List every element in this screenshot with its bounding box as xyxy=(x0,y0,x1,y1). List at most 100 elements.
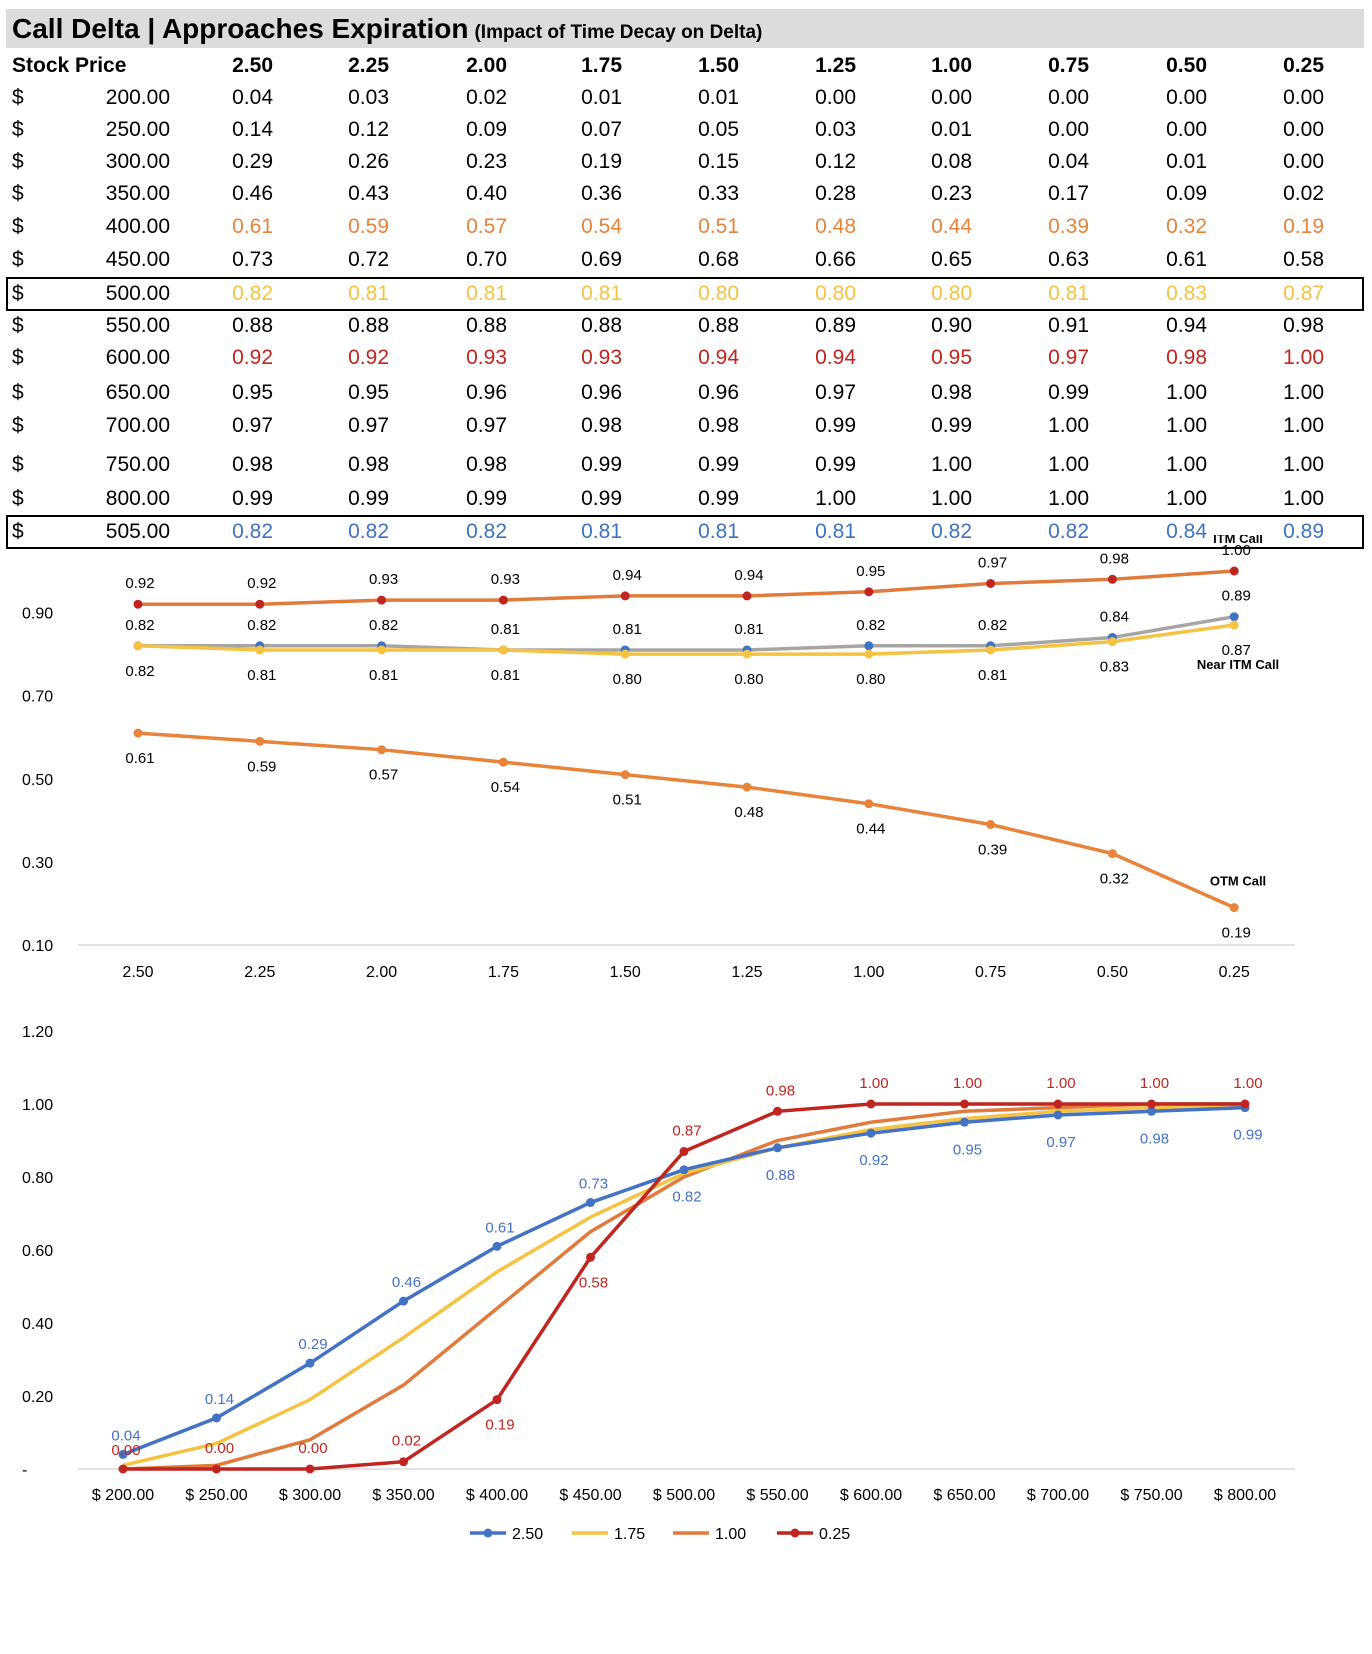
data-point xyxy=(118,1464,128,1474)
delta-cell: 0.95 xyxy=(232,381,273,404)
data-point xyxy=(212,1464,221,1474)
delta-cell: 0.97 xyxy=(1048,346,1089,369)
delta-cell: 0.07 xyxy=(581,118,622,141)
data-label: 0.98 xyxy=(766,1082,795,1099)
data-label: 0.89 xyxy=(1222,588,1251,605)
data-label: 0.14 xyxy=(205,1391,234,1408)
data-label: 0.95 xyxy=(856,563,885,580)
data-label: 0.98 xyxy=(1100,550,1129,567)
y-tick-label: 0.90 xyxy=(22,606,53,623)
data-point xyxy=(742,591,752,601)
delta-cell: 0.94 xyxy=(698,346,739,369)
data-label: 0.81 xyxy=(491,667,520,684)
data-label: 0.87 xyxy=(1222,642,1251,659)
legend-label: 2.50 xyxy=(512,1526,543,1543)
data-point xyxy=(133,728,143,738)
delta-cell: 1.00 xyxy=(931,487,972,510)
delta-cell: 1.00 xyxy=(1166,487,1207,510)
series-line xyxy=(137,731,1235,910)
legend-marker xyxy=(790,1528,800,1538)
delta-cell: 0.99 xyxy=(1048,381,1089,404)
data-label: 0.19 xyxy=(485,1417,514,1434)
x-tick-label: 2.00 xyxy=(366,964,397,981)
data-point xyxy=(305,1358,315,1368)
y-tick-label: 0.60 xyxy=(22,1243,53,1260)
stock-price-cell: 800.00 xyxy=(105,487,170,510)
x-tick-label: 0.50 xyxy=(1097,964,1128,981)
delta-cell: 0.81 xyxy=(581,282,622,305)
delta-cell: 0.69 xyxy=(581,248,622,271)
data-label: 0.81 xyxy=(978,667,1007,684)
data-label: 0.93 xyxy=(369,571,398,588)
stock-price-cell: 550.00 xyxy=(105,314,170,337)
x-tick-label: $ 800.00 xyxy=(1214,1487,1276,1504)
data-point xyxy=(864,799,874,809)
delta-cell: 0.91 xyxy=(1048,314,1089,337)
delta-cell: 0.12 xyxy=(348,118,389,141)
delta-cell: 0.82 xyxy=(1048,520,1089,543)
delta-cell: 0.92 xyxy=(232,346,273,369)
delta-cell: 0.00 xyxy=(1283,150,1324,173)
delta-cell: 0.97 xyxy=(466,414,507,437)
header-time-5: 1.25 xyxy=(815,54,856,77)
delta-cell: 0.82 xyxy=(348,520,389,543)
data-point xyxy=(742,649,752,659)
delta-cell: 0.19 xyxy=(1283,215,1324,238)
time-decay-chart: 0.10 0.30 0.50 0.70 0.90 2.50 2.25 2.00 1.75 1.50… xyxy=(22,535,1295,981)
delta-cell: 0.01 xyxy=(1166,150,1207,173)
currency-symbol: $ xyxy=(12,346,24,369)
delta-cell: 0.40 xyxy=(466,182,507,205)
delta-cell: 0.12 xyxy=(815,150,856,173)
data-point xyxy=(1229,566,1239,576)
series-line xyxy=(122,1102,1245,1471)
delta-cell: 0.03 xyxy=(815,118,856,141)
delta-cell: 0.17 xyxy=(1048,182,1089,205)
data-label: 0.32 xyxy=(1100,871,1129,888)
delta-cell: 1.00 xyxy=(1166,414,1207,437)
x-tick-label: 2.50 xyxy=(122,964,153,981)
data-point xyxy=(586,1252,595,1262)
delta-cell: 0.61 xyxy=(1166,248,1207,271)
delta-cell: 0.98 xyxy=(1283,314,1324,337)
delta-cell: 0.15 xyxy=(698,150,739,173)
data-point xyxy=(1053,1110,1063,1120)
delta-cell: 0.88 xyxy=(581,314,622,337)
delta-cell: 0.98 xyxy=(581,414,622,437)
header-time-9: 0.25 xyxy=(1283,54,1324,77)
currency-symbol: $ xyxy=(12,414,24,437)
data-label: 0.19 xyxy=(1222,925,1251,942)
stock-price-cell: 300.00 xyxy=(105,150,170,173)
legend-label: 0.25 xyxy=(819,1526,850,1543)
data-label: 0.58 xyxy=(579,1274,608,1291)
data-label: 0.00 xyxy=(205,1440,234,1457)
x-tick-label: 1.00 xyxy=(853,964,884,981)
delta-cell: 0.19 xyxy=(581,150,622,173)
delta-cell: 0.81 xyxy=(698,520,739,543)
header-time-2: 2.00 xyxy=(466,54,507,77)
data-label: 0.81 xyxy=(613,621,642,638)
y-tick-label: 0.50 xyxy=(22,772,53,789)
data-label: 0.59 xyxy=(247,758,276,775)
data-point xyxy=(1147,1106,1156,1116)
data-point xyxy=(212,1413,221,1423)
data-point xyxy=(620,591,630,601)
delta-cell: 0.80 xyxy=(931,282,972,305)
currency-symbol: $ xyxy=(12,381,24,404)
data-label: 0.61 xyxy=(125,750,154,767)
legend-label: 1.00 xyxy=(715,1526,746,1543)
delta-cell: 0.82 xyxy=(232,520,273,543)
delta-cell: 1.00 xyxy=(931,453,972,476)
data-point xyxy=(377,645,387,655)
data-label: 0.00 xyxy=(111,1442,140,1459)
data-point xyxy=(986,578,996,588)
currency-symbol: $ xyxy=(12,182,24,205)
data-point xyxy=(679,1165,689,1175)
delta-cell: 0.36 xyxy=(581,182,622,205)
data-point xyxy=(960,1117,969,1127)
data-point xyxy=(377,595,387,605)
currency-symbol: $ xyxy=(12,215,24,238)
data-point xyxy=(960,1099,969,1109)
delta-cell: 0.81 xyxy=(815,520,856,543)
delta-cell: 0.54 xyxy=(581,215,622,238)
delta-cell: 0.99 xyxy=(698,453,739,476)
